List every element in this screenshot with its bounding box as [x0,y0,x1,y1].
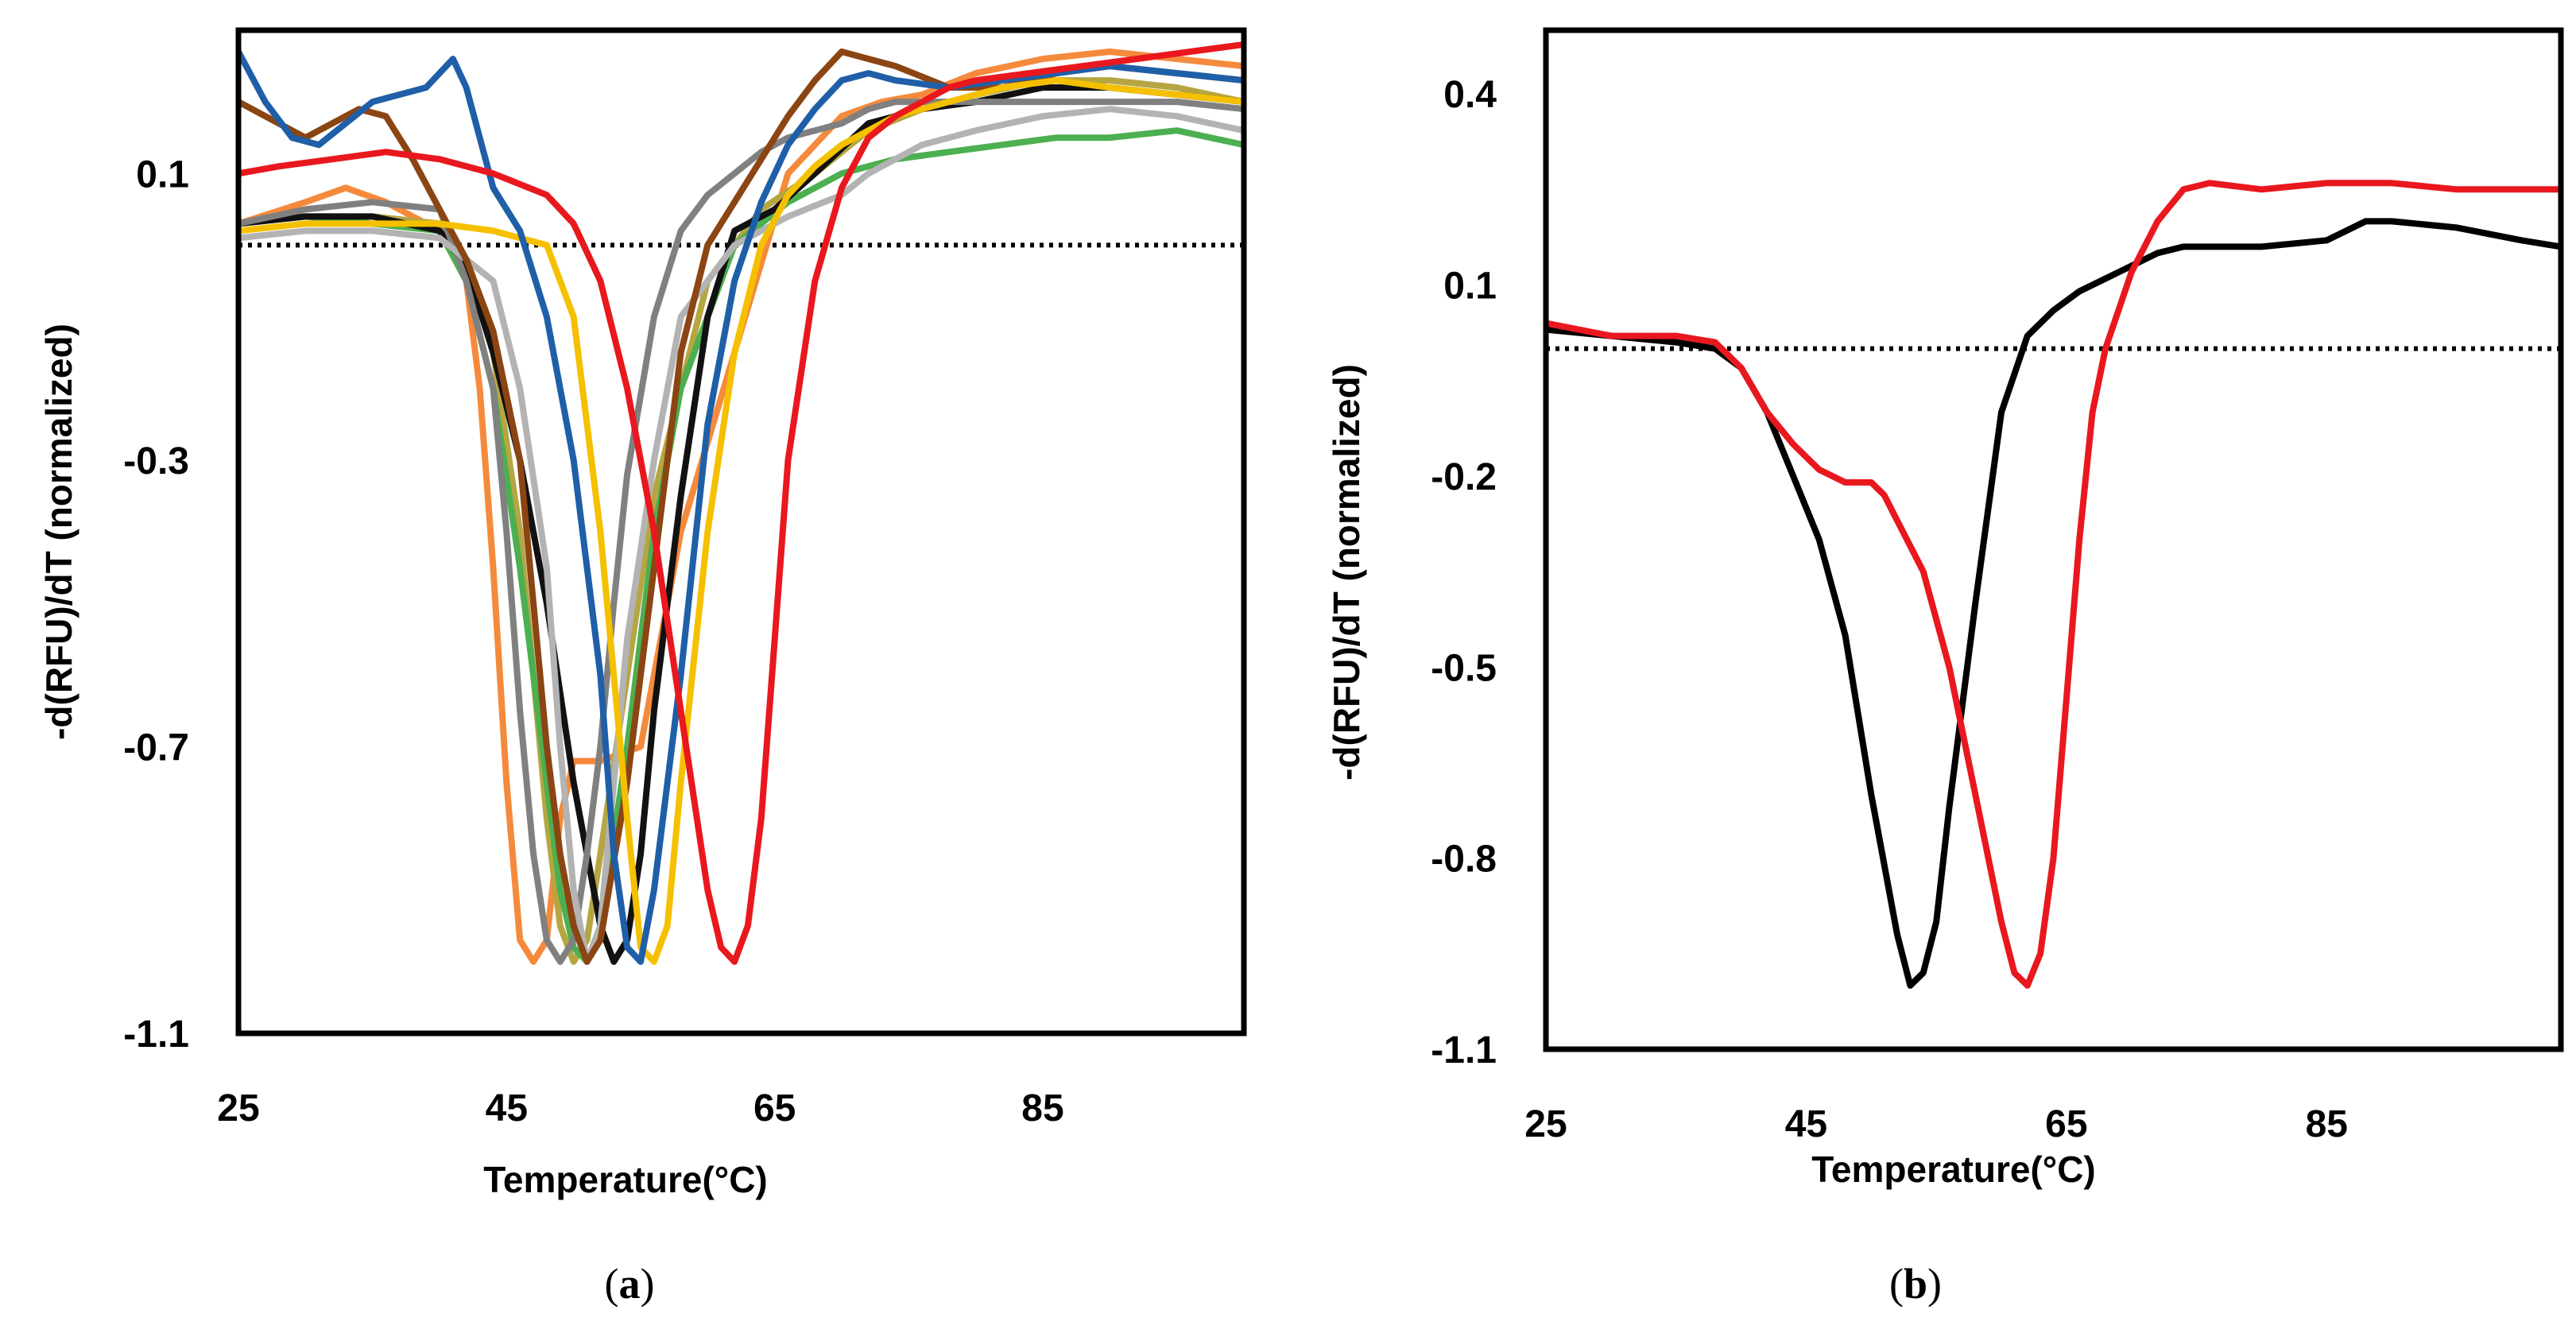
y-axis-label: -d(RFU)/dT (normalized) [1326,364,1367,781]
x-tick-label: 25 [217,1087,259,1130]
plot-frame [235,27,1247,1037]
y-tick-label: -0.7 [123,727,189,769]
x-tick-labels: 25 45 65 85 [217,1087,1063,1130]
x-axis-label: Temperature(°C) [1811,1149,2096,1190]
y-tick-label: 0.1 [136,153,189,196]
y-axis-label: -d(RFU)/dT (normalized) [38,324,79,740]
series-group [238,41,1244,965]
panel-b: 0.4 0.1 -0.2 -0.5 -0.8 -1.1 25 45 65 85 Temperat… [1326,27,2564,1308]
x-tick-label: 45 [486,1087,528,1130]
plot-frame [1543,27,2564,1052]
series-group [1546,180,2561,989]
series-line-red [238,41,1244,965]
y-tick-label: -0.3 [123,440,189,482]
y-tick-label: -0.5 [1431,647,1497,689]
y-tick-label: 0.4 [1443,74,1497,116]
panel-a: 0.1 -0.3 -0.7 -1.1 25 45 65 85 Temperature(°C)… [38,27,1247,1308]
series-line-blue [238,48,1244,965]
x-tick-label: 65 [2045,1103,2087,1145]
x-tick-labels: 25 45 65 85 [1524,1103,2348,1145]
x-tick-label: 45 [1785,1103,1827,1145]
x-tick-label: 25 [1524,1103,1567,1145]
y-tick-label: -1.1 [1431,1029,1497,1071]
series-line-olive [238,77,1244,965]
series-line-red [1546,180,2561,989]
x-axis-label: Temperature(°C) [483,1159,768,1200]
x-tick-label: 85 [1021,1087,1063,1130]
series-line-light-gray [238,106,1244,965]
caption-a: (a) [605,1260,655,1308]
series-line-brown [238,48,1244,965]
series-line-black [238,84,1244,965]
y-tick-label: -0.8 [1431,839,1497,881]
caption-b: (b) [1889,1260,1942,1308]
y-tick-labels: 0.1 -0.3 -0.7 -1.1 [123,153,189,1056]
x-tick-label: 65 [753,1087,796,1130]
y-tick-label: -0.2 [1431,456,1497,498]
y-tick-label: -1.1 [123,1013,189,1056]
series-line-yellow [238,77,1244,965]
y-tick-label: 0.1 [1443,265,1497,308]
y-tick-labels: 0.4 0.1 -0.2 -0.5 -0.8 -1.1 [1431,74,1497,1071]
x-tick-label: 85 [2306,1103,2348,1145]
